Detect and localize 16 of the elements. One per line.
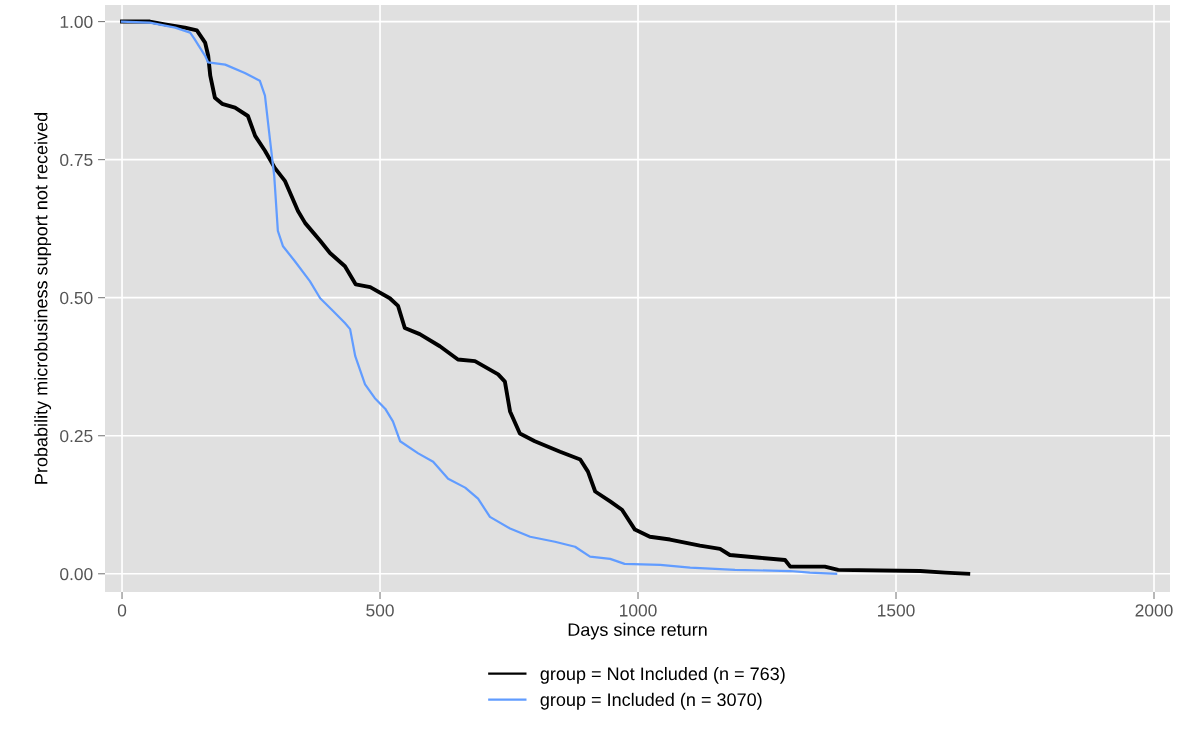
y-tick-label: 0.75 (60, 153, 93, 167)
x-axis-title: Days since return (568, 622, 707, 640)
x-tick-label: 0 (117, 604, 127, 617)
x-tick-label: 1500 (878, 604, 915, 617)
legend-label: group = Not Included (n = 763) (540, 666, 785, 684)
line-series (120, 20, 838, 575)
y-tick-label: 0.50 (60, 291, 93, 305)
x-tick-label: 1000 (620, 604, 657, 617)
y-axis-title: Probability microbusiness support not received (34, 112, 52, 484)
x-tick-label: 2000 (1135, 604, 1173, 617)
y-tick-label: 1.00 (60, 15, 93, 29)
line-series (120, 19, 971, 576)
y-tick-label: 0.00 (60, 567, 93, 581)
x-tick-label: 500 (366, 604, 394, 617)
legend-label: group = Included (n = 3070) (540, 692, 762, 710)
y-tick-label: 0.25 (60, 429, 93, 443)
